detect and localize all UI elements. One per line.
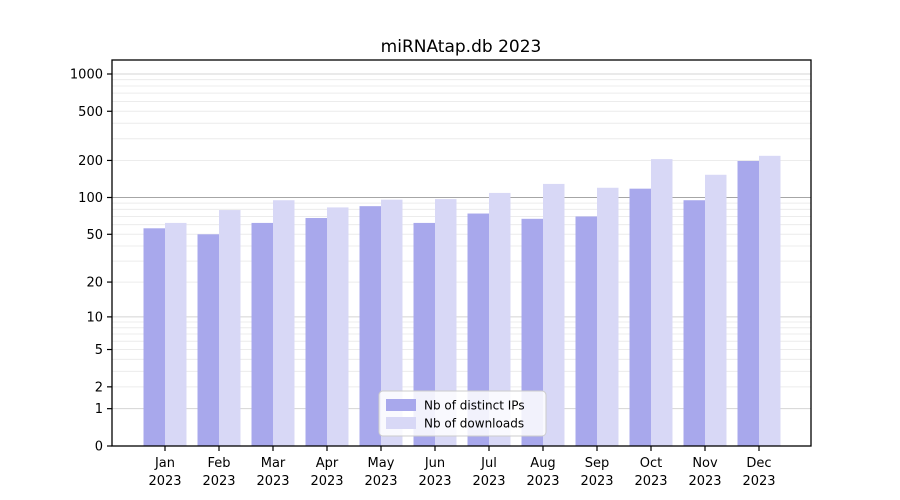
y-tick-label: 50 bbox=[86, 228, 103, 243]
x-tick-label-year: 2023 bbox=[472, 474, 505, 489]
x-tick-label-year: 2023 bbox=[526, 474, 559, 489]
x-tick-label-month: Dec bbox=[746, 456, 771, 471]
bar-nb-of-distinct-ips-dec bbox=[737, 160, 759, 446]
y-tick-label: 500 bbox=[78, 105, 103, 120]
bar-nb-of-downloads-oct bbox=[651, 159, 673, 446]
legend-swatch-nb-of-downloads bbox=[386, 417, 416, 429]
x-tick-label-year: 2023 bbox=[742, 474, 775, 489]
x-tick-label-year: 2023 bbox=[418, 474, 451, 489]
x-tick-label-year: 2023 bbox=[148, 474, 181, 489]
bar-nb-of-distinct-ips-jul bbox=[467, 213, 489, 446]
bar-nb-of-distinct-ips-mar bbox=[251, 222, 273, 446]
legend: Nb of distinct IPs Nb of downloads bbox=[378, 390, 547, 437]
y-tick-label: 0 bbox=[95, 440, 103, 455]
bar-nb-of-downloads-may bbox=[381, 199, 403, 446]
bar-nb-of-distinct-ips-jun bbox=[413, 222, 435, 446]
bar-nb-of-downloads-mar bbox=[273, 200, 295, 446]
y-tick-label: 100 bbox=[78, 191, 103, 206]
x-tick-label-month: Jul bbox=[480, 456, 497, 471]
bar-nb-of-distinct-ips-feb bbox=[197, 234, 219, 446]
bar-nb-of-downloads-aug bbox=[543, 183, 565, 447]
x-tick-label-month: Apr bbox=[316, 456, 339, 471]
x-tick-label-month: Jun bbox=[424, 456, 445, 471]
legend-label-nb-of-downloads: Nb of downloads bbox=[424, 417, 524, 431]
bar-nb-of-distinct-ips-jan bbox=[143, 228, 165, 446]
bar-nb-of-downloads-apr bbox=[327, 207, 349, 446]
axis-layer: 0 1 2 5 10 20 50 100 200 500 1000 Jan 2023 Feb 2023 Mar… bbox=[70, 68, 776, 490]
y-tick-label: 20 bbox=[86, 276, 103, 291]
bar-nb-of-distinct-ips-apr bbox=[305, 218, 327, 446]
x-tick-label-month: Aug bbox=[530, 456, 555, 471]
x-tick-label-year: 2023 bbox=[580, 474, 613, 489]
bar-nb-of-downloads-dec bbox=[759, 155, 781, 447]
x-tick-label-year: 2023 bbox=[202, 474, 235, 489]
y-tick-label: 5 bbox=[95, 343, 103, 358]
bar-nb-of-distinct-ips-nov bbox=[683, 200, 705, 446]
x-tick-label-year: 2023 bbox=[364, 474, 397, 489]
plot-border bbox=[111, 59, 812, 447]
bars-layer bbox=[143, 155, 781, 447]
bar-nb-of-distinct-ips-may bbox=[359, 206, 381, 446]
bar-nb-of-downloads-sep bbox=[597, 187, 619, 446]
y-tick-label: 1000 bbox=[70, 68, 103, 83]
x-tick-label-year: 2023 bbox=[688, 474, 721, 489]
bar-nb-of-downloads-feb bbox=[219, 210, 241, 446]
x-tick-label-month: Nov bbox=[692, 456, 718, 471]
legend-swatch-nb-of-distinct-ips bbox=[386, 399, 416, 411]
bar-nb-of-distinct-ips-sep bbox=[575, 216, 597, 446]
x-tick-label-month: Mar bbox=[261, 456, 286, 471]
y-tick-label: 200 bbox=[78, 154, 103, 169]
x-tick-label-year: 2023 bbox=[310, 474, 343, 489]
y-tick-label: 10 bbox=[86, 310, 103, 325]
bar-nb-of-downloads-jan bbox=[165, 222, 187, 446]
x-tick-label-month: Jan bbox=[154, 456, 175, 471]
x-tick-label-year: 2023 bbox=[634, 474, 667, 489]
x-tick-label-month: May bbox=[368, 456, 395, 471]
y-tick-label: 2 bbox=[95, 380, 103, 395]
y-tick-label: 1 bbox=[95, 402, 103, 417]
bar-nb-of-distinct-ips-aug bbox=[521, 218, 543, 446]
bar-nb-of-distinct-ips-oct bbox=[629, 188, 651, 446]
x-tick-label-month: Oct bbox=[640, 456, 662, 471]
x-tick-label-month: Sep bbox=[585, 456, 610, 471]
x-tick-label-month: Feb bbox=[207, 456, 230, 471]
legend-box bbox=[378, 390, 547, 437]
x-tick-label-year: 2023 bbox=[256, 474, 289, 489]
bar-nb-of-downloads-jun bbox=[435, 199, 457, 446]
bar-nb-of-downloads-jul bbox=[489, 192, 511, 446]
legend-label-nb-of-distinct-ips: Nb of distinct IPs bbox=[424, 399, 525, 413]
chart-title: miRNAtap.db 2023 bbox=[381, 37, 542, 57]
bar-nb-of-downloads-nov bbox=[705, 174, 727, 446]
